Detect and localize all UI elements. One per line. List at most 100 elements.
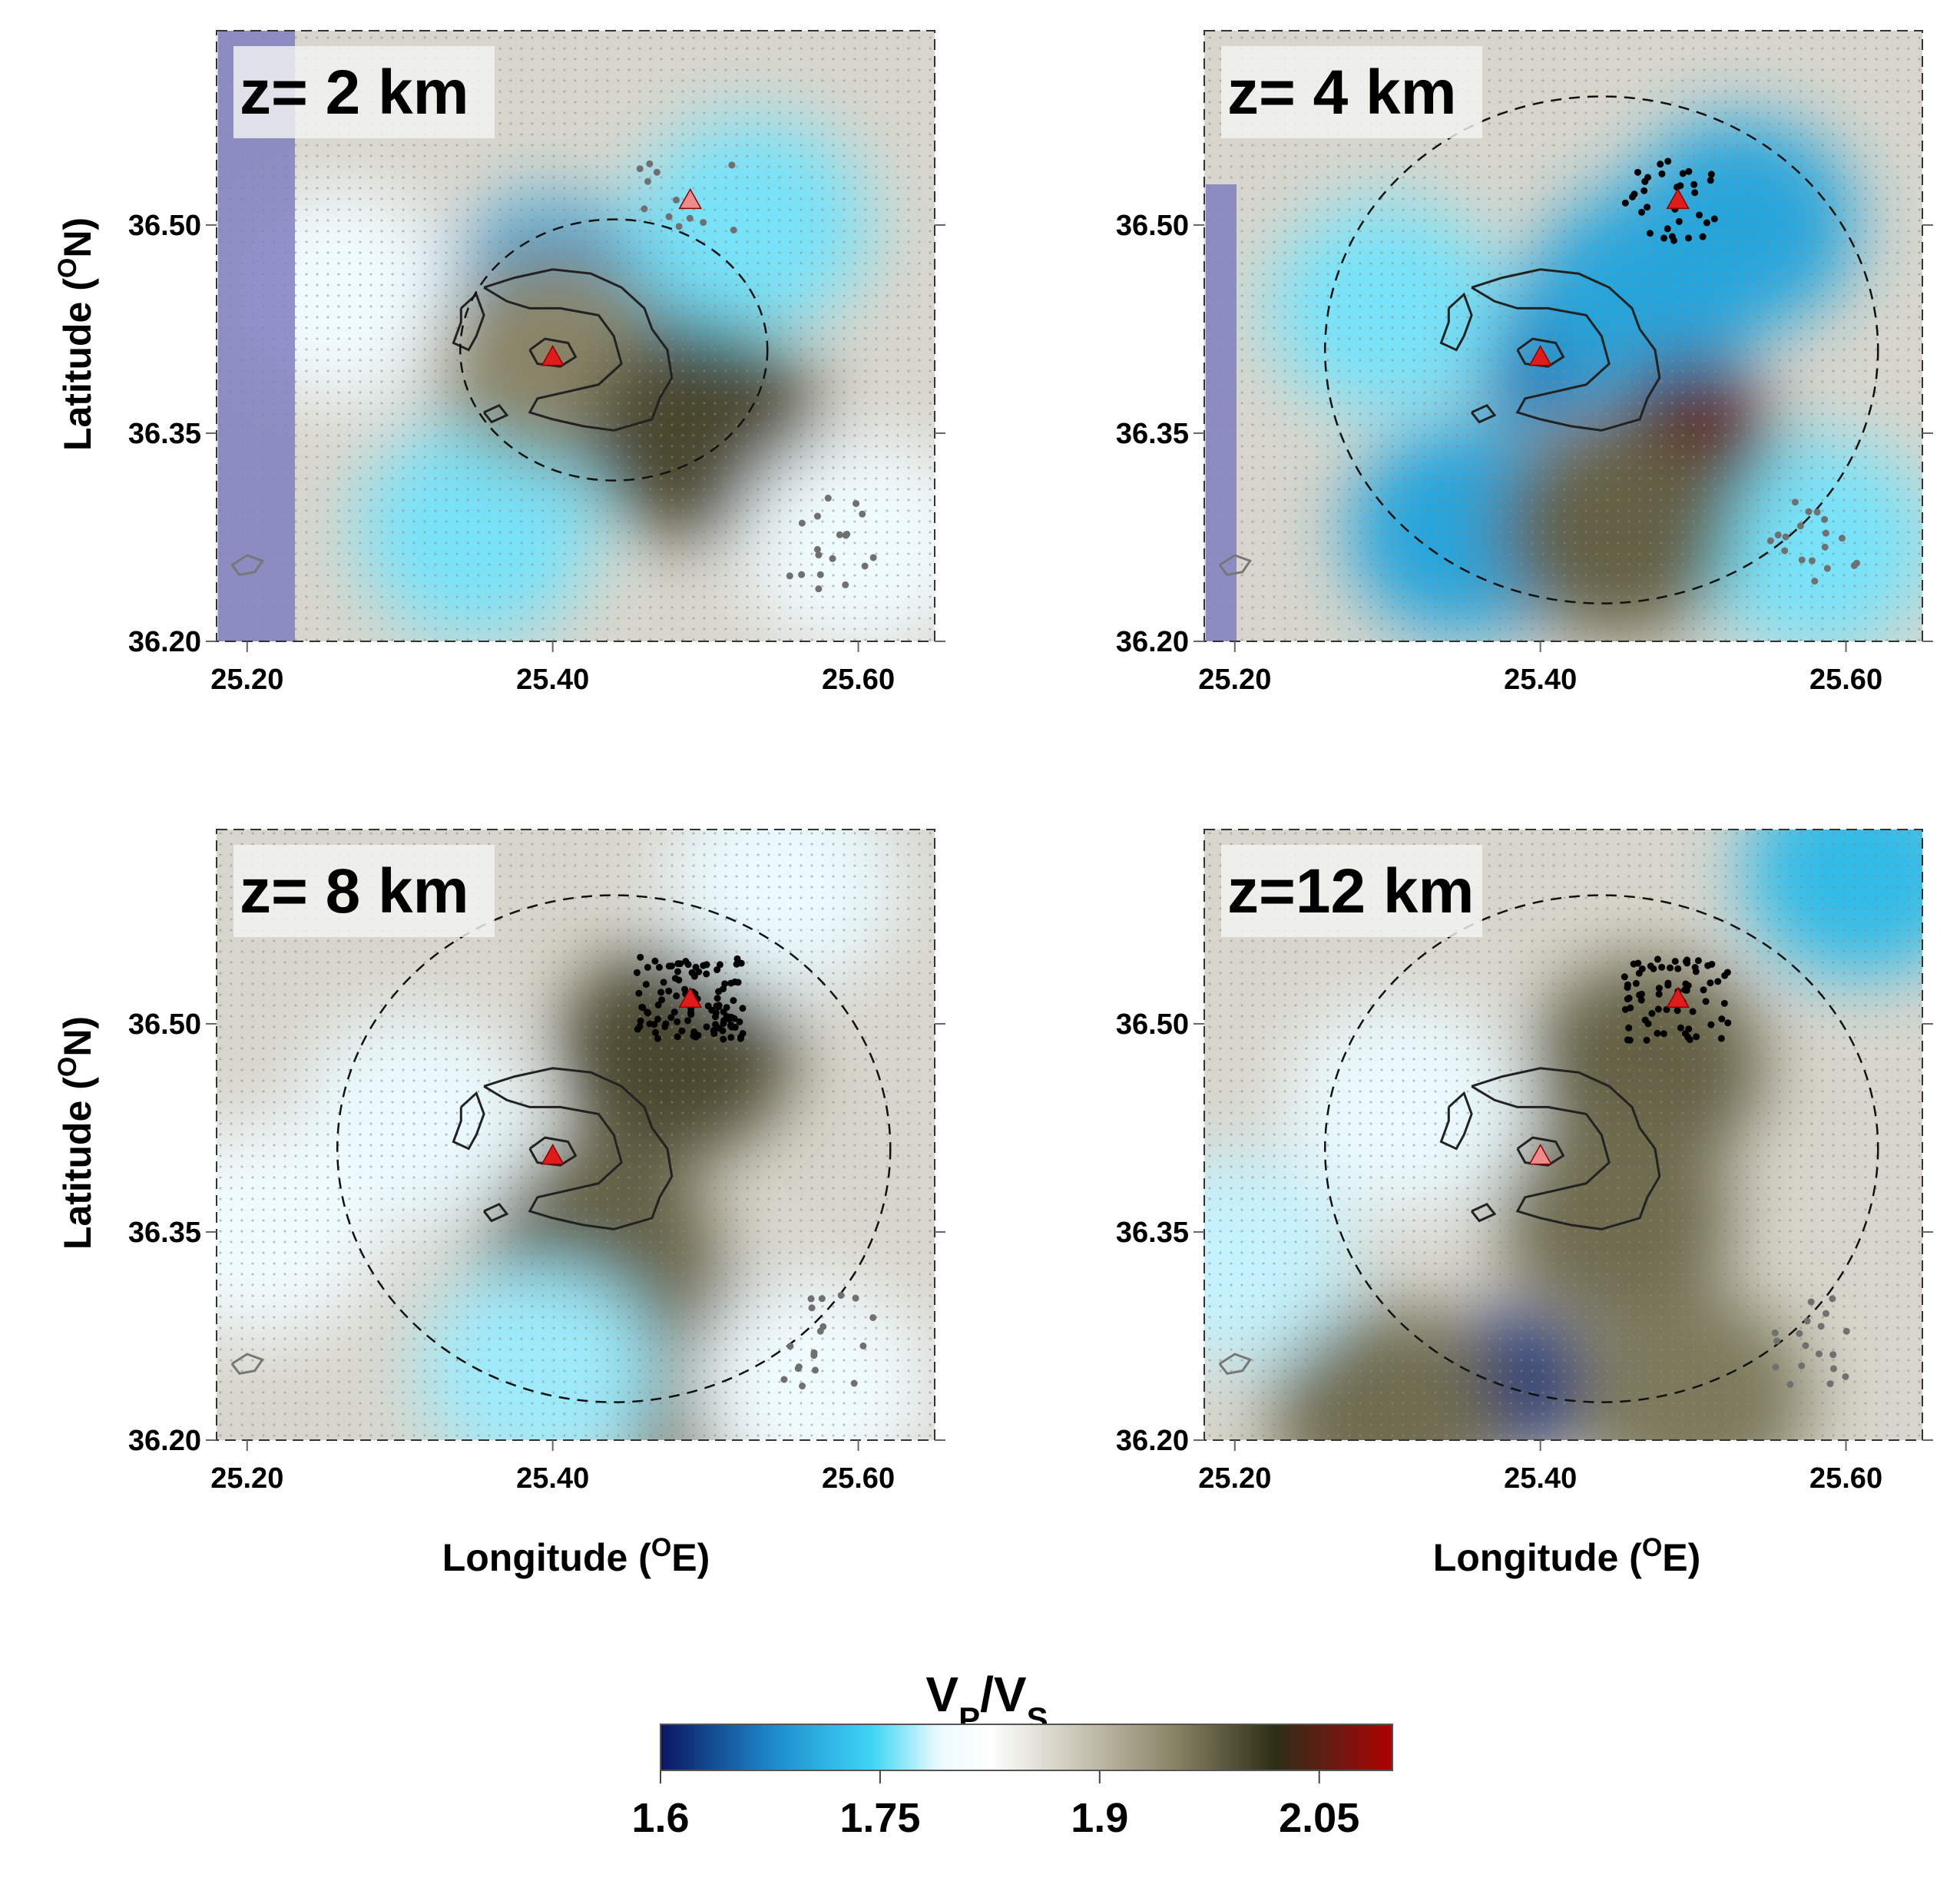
y-tick-label: 36.35 [1116,418,1189,450]
seismic-event [1829,1365,1837,1373]
seismic-event [815,551,823,559]
seismic-event [711,1013,719,1021]
seismic-event [1637,996,1645,1004]
seismic-event [1644,204,1651,211]
seismic-event [842,532,849,539]
seismic-event [657,989,665,996]
seismic-event [850,1379,858,1387]
seismic-event [824,495,832,502]
resolution-boundary [1323,894,1879,1403]
island-coastline [1516,337,1565,368]
seismic-event [1621,973,1628,981]
seismic-event [713,995,721,1002]
seismic-event [644,1009,652,1017]
seismic-event [1821,543,1829,551]
seismic-event [700,962,707,969]
seismic-event [1791,498,1799,506]
seismic-event [1671,958,1679,965]
seismic-event [816,571,824,578]
seismic-event [670,1008,678,1016]
seismic-event [869,1313,877,1321]
seismic-event [1720,999,1728,1007]
island-coastline [1516,1136,1565,1167]
map-frame [1203,829,1923,1441]
island-coastline [528,337,578,368]
seismic-event [1685,167,1693,175]
seismic-event [1634,168,1641,176]
seismic-event [1637,208,1645,216]
island-coastline [483,268,674,432]
seismic-event [1821,515,1829,523]
seismic-event [713,966,721,974]
seismic-event [1707,979,1714,987]
seismic-event [675,223,683,230]
seismic-event [1773,1337,1780,1345]
y-tick-label: 36.20 [1116,1425,1189,1457]
y-tick-label: 36.50 [1116,1008,1189,1041]
seismic-event [1654,1029,1661,1037]
seismic-event [842,581,849,588]
seismic-event [1631,190,1638,198]
seismic-event [1679,170,1687,177]
seismic-event [644,177,652,185]
depth-label-background [233,46,495,138]
seismic-event [1641,187,1648,194]
seismic-event [739,1029,747,1037]
seismic-event [665,987,673,995]
seismic-event [1630,960,1637,968]
seismic-event [1772,1363,1780,1371]
seismic-event [727,1034,735,1042]
seismic-event [674,1033,681,1041]
island-coastline [1439,292,1473,352]
seismic-event [1674,1007,1681,1015]
seismic-event [1681,1030,1689,1038]
seismic-event [644,963,651,971]
seismic-event [1724,1019,1732,1027]
seismic-event [1625,1024,1633,1032]
seismic-event [795,1363,803,1371]
seismic-event [720,985,727,993]
x-tick-label: 25.40 [516,664,589,696]
seismic-event [636,165,644,173]
seismic-event [733,955,741,962]
seismic-event [1693,1033,1700,1041]
seismic-event [1822,529,1829,537]
seismic-event [807,1295,815,1303]
seismic-event [1624,995,1631,1003]
seismic-event [667,1014,675,1022]
seismic-event [720,1020,727,1028]
seismic-event [720,1035,727,1043]
depth-label-background [233,845,495,937]
seismic-event [1646,230,1654,237]
island-coastline [528,1136,578,1167]
seismic-event [1774,532,1782,539]
seismic-event [727,1022,735,1030]
seismic-event [682,958,690,965]
seismic-event [1707,1021,1715,1028]
island-coastline [1471,268,1661,432]
seismic-event [1802,1342,1809,1349]
x-tick-label: 25.60 [822,664,895,696]
seismic-event [1718,1015,1726,1023]
seismic-event [1813,508,1821,516]
seismic-event [1635,969,1643,977]
y-tick-label: 36.50 [128,1008,201,1041]
island-coastline [1471,1067,1661,1230]
x-tick-label: 25.40 [1504,1462,1577,1495]
seismic-event [808,1304,816,1312]
map-panel-2km: z= 2 km 25.20 25.40 25.60 36.50 36.35 36.20 [128,30,945,696]
seismic-event [813,545,821,553]
seismic-event [716,961,723,969]
seismic-event [1632,979,1640,987]
seismic-event [1700,986,1707,994]
volcano-marker [1528,1144,1552,1165]
x-tick-label: 25.60 [1809,664,1882,696]
seismic-event [1811,578,1819,585]
x-tick-label: 25.60 [1809,1462,1882,1495]
seismic-event [708,1006,716,1014]
y-axis-title-top: Latitude (ON) [53,217,99,451]
depth-label-background [1221,46,1482,138]
seismic-event [1621,1005,1629,1013]
seismic-event [1826,1380,1834,1388]
seismic-event [651,1028,659,1036]
